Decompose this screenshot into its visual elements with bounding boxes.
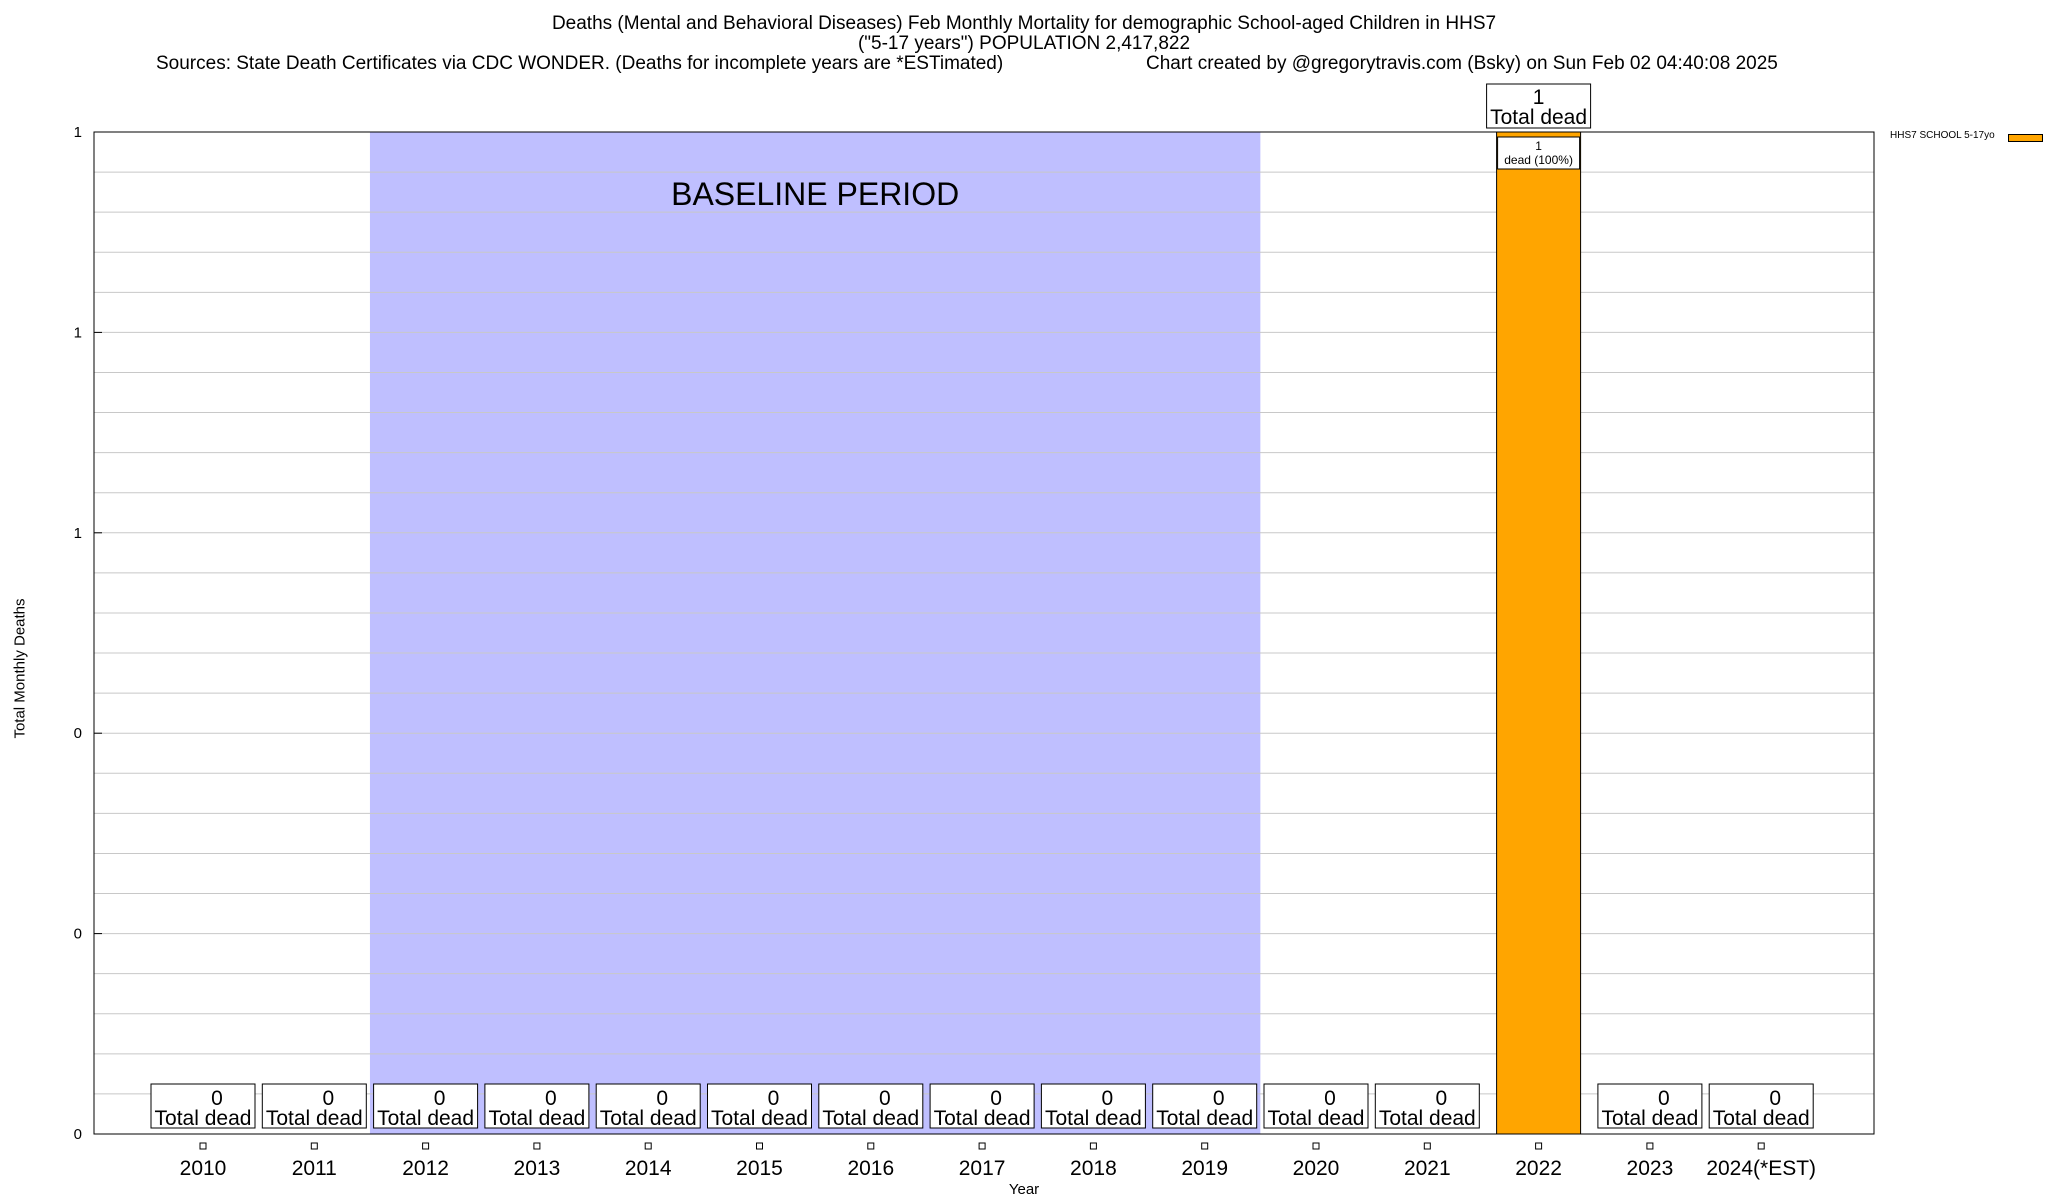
- y-tick-label: 1: [74, 124, 82, 141]
- x-tick-marker: [1423, 1142, 1431, 1150]
- bar-total-label-box: [1486, 83, 1592, 129]
- y-tick-label: 1: [74, 324, 82, 341]
- bar-total-text: Total dead: [1156, 1107, 1253, 1130]
- bar-total-label-box: [1040, 1083, 1146, 1129]
- x-tick-label: 2015: [736, 1157, 783, 1180]
- bar-total-label-box: [707, 1083, 812, 1129]
- baseline-region: [369, 132, 1261, 1134]
- bar-total-value: 0: [211, 1087, 223, 1110]
- bar-total-value: 0: [656, 1087, 668, 1110]
- bar-total-label-box: [261, 1083, 367, 1129]
- bar-total-value: 0: [1213, 1087, 1225, 1110]
- legend-swatch: [2008, 134, 2043, 142]
- bar-total-text: Total dead: [1045, 1107, 1142, 1130]
- x-tick-marker: [1646, 1142, 1654, 1150]
- bar-total-value: 0: [1435, 1087, 1447, 1110]
- bar-total-label-box: [373, 1083, 479, 1129]
- bar-total-value: 1: [1533, 86, 1545, 109]
- bar-inner-label-count: 1: [1535, 139, 1542, 153]
- chart-sources: Sources: State Death Certificates via CD…: [156, 53, 1004, 74]
- bar-total-value: 0: [322, 1087, 334, 1110]
- bar-total-label-box: [1374, 1083, 1480, 1129]
- x-tick-label: 2010: [180, 1157, 227, 1180]
- bar-total-text: Total dead: [266, 1107, 363, 1130]
- bar-total-text: Total dead: [1268, 1107, 1365, 1130]
- bar-total-text: Total dead: [488, 1107, 585, 1130]
- x-tick-label: 2020: [1293, 1157, 1340, 1180]
- bar-total-label-box: [1152, 1083, 1258, 1129]
- x-tick-marker: [756, 1142, 763, 1150]
- x-tick-label: 2011: [292, 1157, 337, 1180]
- bar-total-label-box: [818, 1083, 924, 1129]
- plot-frame: [93, 131, 1875, 1135]
- y-tick-label: 0: [74, 926, 82, 943]
- x-tick-marker: [1089, 1142, 1097, 1150]
- bar-total-value: 0: [434, 1087, 446, 1110]
- bar-inner-label-box: [1497, 136, 1581, 170]
- x-tick-label: 2023: [1627, 1157, 1674, 1180]
- x-tick-label: 2024(*EST): [1706, 1157, 1816, 1180]
- x-tick-marker: [1312, 1142, 1320, 1150]
- x-tick-label: 2017: [959, 1157, 1006, 1180]
- bar-total-value: 0: [1658, 1087, 1670, 1110]
- y-tick-label: 0: [74, 1126, 82, 1143]
- bar-total-text: Total dead: [377, 1107, 474, 1130]
- x-tick-marker: [867, 1142, 875, 1150]
- x-tick-label: 2012: [402, 1157, 449, 1180]
- x-tick-marker: [1201, 1142, 1209, 1150]
- x-tick-marker: [1535, 1142, 1543, 1150]
- bar-total-label-box: [595, 1083, 701, 1129]
- bar-total-text: Total dead: [1379, 1107, 1476, 1130]
- x-tick-label: 2019: [1181, 1157, 1228, 1180]
- bar-total-text: Total dead: [1601, 1107, 1698, 1130]
- bar-total-label-box: [1708, 1083, 1814, 1129]
- bar-total-label-box: [1263, 1083, 1369, 1129]
- x-tick-label: 2021: [1404, 1157, 1451, 1180]
- bar-total-text: Total dead: [600, 1107, 697, 1130]
- x-tick-marker: [422, 1142, 430, 1150]
- bar-total-text: Total dead: [711, 1107, 808, 1130]
- bar-total-text: Total dead: [155, 1107, 252, 1130]
- bar-total-text: Total dead: [934, 1107, 1031, 1130]
- chart-title-line2: ("5-17 years") POPULATION 2,417,822: [857, 33, 1191, 54]
- chart-credit: Chart created by @gregorytravis.com (Bsk…: [1146, 53, 1778, 74]
- x-tick-label: 2018: [1070, 1157, 1117, 1180]
- bar-total-label-box: [1597, 1083, 1703, 1129]
- x-axis-label: Year: [1008, 1181, 1040, 1198]
- x-tick-marker: [1757, 1142, 1765, 1150]
- bar-total-text: Total dead: [1490, 106, 1587, 129]
- bar-total-label-box: [150, 1083, 256, 1129]
- x-tick-marker: [533, 1142, 541, 1150]
- bar-total-label-box: [484, 1083, 590, 1129]
- x-tick-marker: [199, 1142, 207, 1150]
- x-tick-label: 2022: [1515, 1157, 1562, 1180]
- y-tick-label: 1: [74, 525, 82, 542]
- y-tick-label: 0: [74, 725, 82, 742]
- legend-series-label: HHS7 SCHOOL 5-17yo: [1890, 130, 1995, 141]
- bar-total-label-box: [929, 1083, 1035, 1129]
- bar-total-value: 0: [1769, 1087, 1781, 1110]
- chart-title-line1: Deaths (Mental and Behavioral Diseases) …: [551, 13, 1497, 34]
- bar-total-value: 0: [990, 1087, 1002, 1110]
- bar-total-value: 0: [879, 1087, 891, 1110]
- x-tick-label: 2013: [514, 1157, 561, 1180]
- x-tick-marker: [978, 1142, 986, 1150]
- bar-inner-label-pct: dead (100%): [1504, 153, 1573, 167]
- baseline-label: BASELINE PERIOD: [671, 176, 959, 212]
- x-tick-marker: [310, 1142, 318, 1150]
- bar-total-value: 0: [768, 1087, 780, 1110]
- x-tick-marker: [644, 1142, 652, 1150]
- bar: [1496, 131, 1582, 1135]
- x-tick-label: 2016: [847, 1157, 894, 1180]
- x-tick-label: 2014: [625, 1157, 672, 1180]
- bar-total-value: 0: [1102, 1087, 1114, 1110]
- bar-total-text: Total dead: [1713, 1107, 1810, 1130]
- bar-total-value: 0: [1324, 1087, 1336, 1110]
- bar-total-text: Total dead: [822, 1107, 919, 1130]
- bar-total-value: 0: [545, 1087, 557, 1110]
